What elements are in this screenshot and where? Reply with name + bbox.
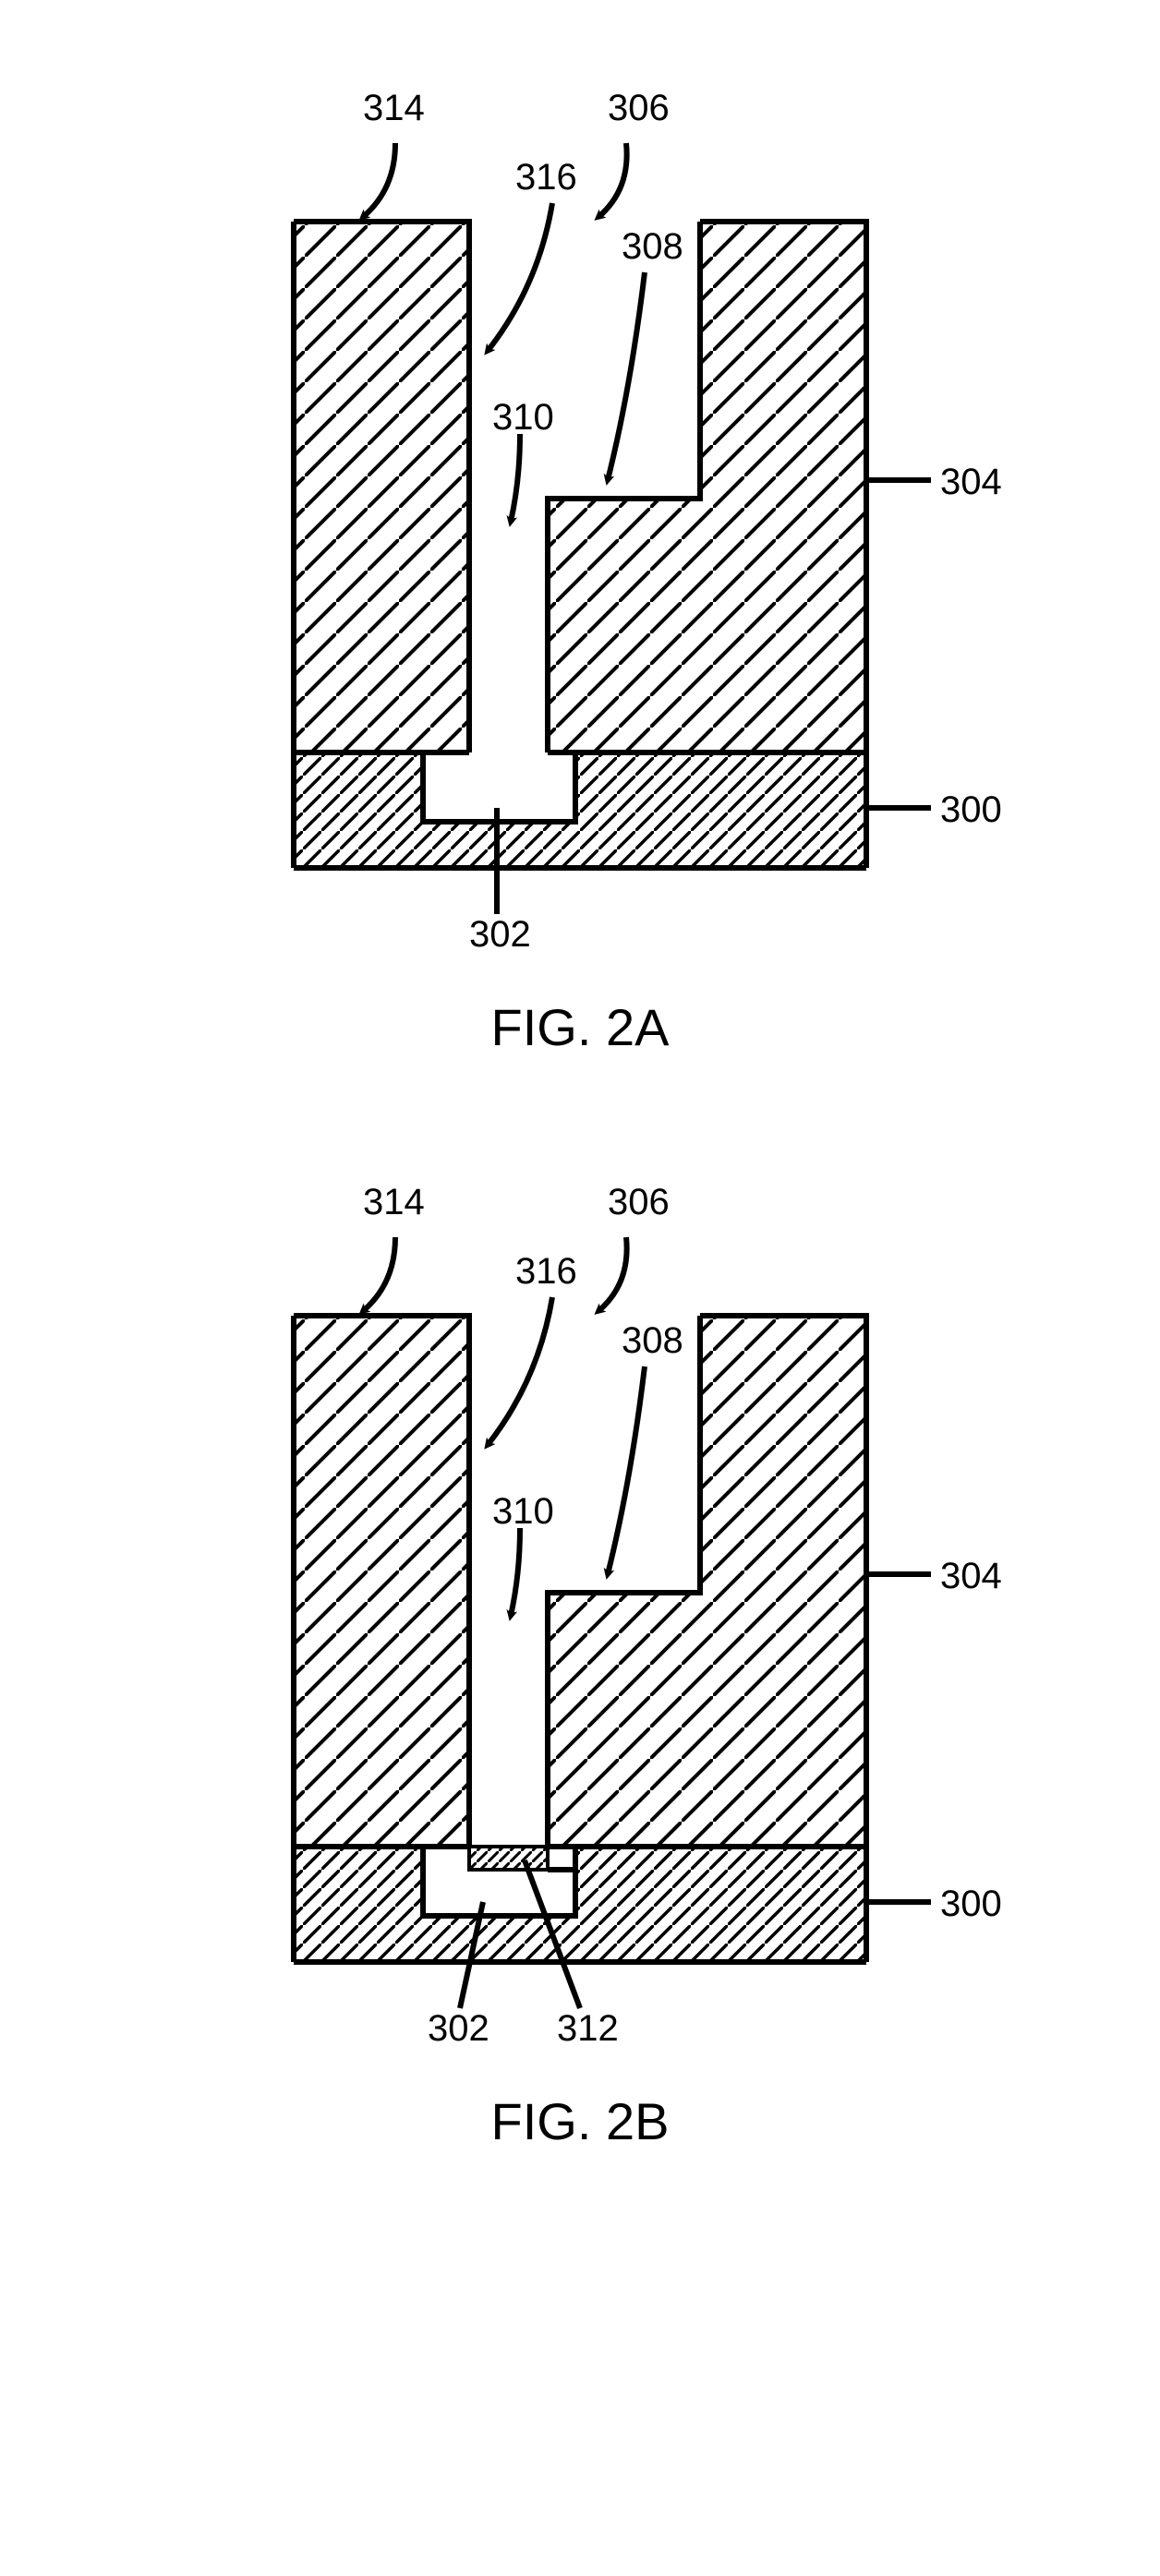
figure-2b: 314 306 316 308 310 304 300 302 312 FIG.…: [37, 1131, 1123, 2151]
label-316b: 316: [515, 1251, 577, 1293]
label-304b: 304: [940, 1556, 1002, 1597]
label-300b: 300: [940, 1884, 1002, 1925]
diagram-2b: 314 306 316 308 310 304 300 302 312: [211, 1131, 949, 2054]
label-316: 316: [515, 157, 577, 199]
figure-2a: 314 306 316 308 310 304 300 302 FIG. 2A: [37, 37, 1123, 1057]
label-312b: 312: [557, 2008, 619, 2050]
label-308b: 308: [622, 1320, 683, 1362]
label-306: 306: [608, 88, 670, 129]
label-314: 314: [363, 88, 425, 129]
label-306b: 306: [608, 1182, 670, 1223]
label-310b: 310: [492, 1491, 554, 1533]
label-304: 304: [940, 462, 1002, 503]
caption-2b: FIG. 2B: [37, 2091, 1123, 2151]
label-302: 302: [469, 914, 531, 956]
label-302b: 302: [428, 2008, 489, 2050]
label-300: 300: [940, 789, 1002, 831]
caption-2a: FIG. 2A: [37, 997, 1123, 1057]
label-310: 310: [492, 397, 554, 439]
diagram-2a: 314 306 316 308 310 304 300 302: [211, 37, 949, 960]
label-314b: 314: [363, 1182, 425, 1223]
label-308: 308: [622, 226, 683, 268]
